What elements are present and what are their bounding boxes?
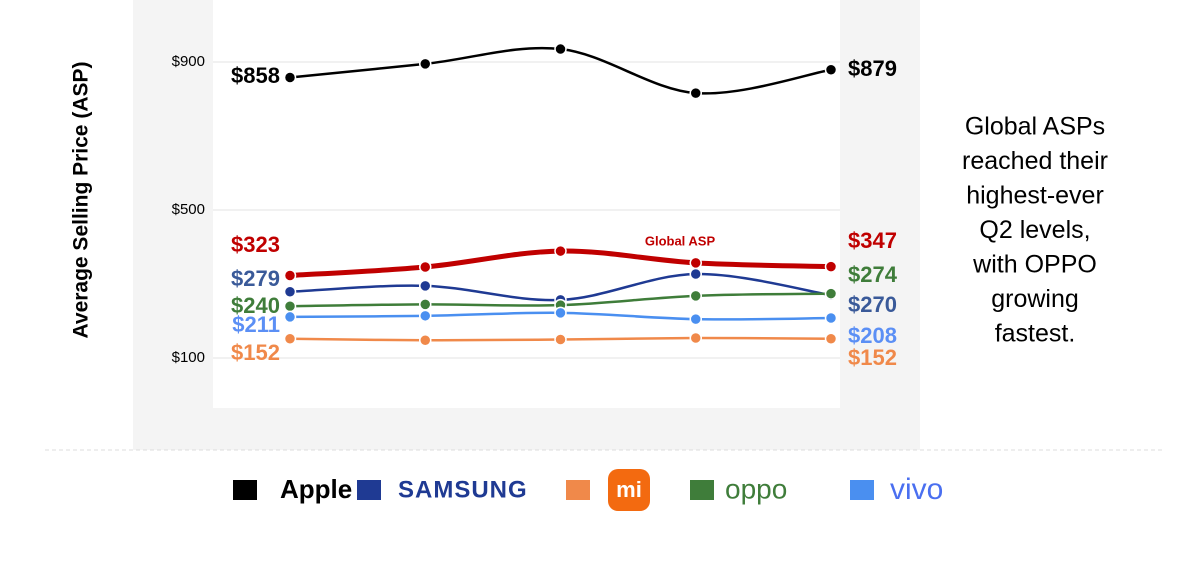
data-point	[419, 333, 432, 347]
y-tick-label: $100	[172, 349, 205, 366]
annotation: Global ASPs	[965, 113, 1105, 141]
data-label: $274	[848, 262, 898, 287]
series-label: Global ASP	[645, 233, 716, 248]
data-point	[283, 310, 297, 324]
data-point	[554, 333, 567, 346]
data-label: $240	[231, 293, 280, 318]
annotation: with OPPO	[972, 251, 1097, 279]
legend-label: Apple	[280, 474, 352, 504]
y-tick-label: $500	[172, 201, 205, 218]
data-point	[419, 260, 432, 274]
annotation: highest-ever	[966, 182, 1104, 210]
legend-swatch	[850, 480, 874, 500]
data-label: $323	[231, 232, 280, 257]
legend-label: SAMSUNG	[398, 476, 528, 503]
plot-area	[213, 0, 840, 408]
data-point	[283, 269, 297, 282]
data-label: $211	[232, 312, 280, 337]
data-point	[283, 285, 297, 299]
legend-swatch	[690, 480, 714, 500]
legend-swatch	[233, 480, 257, 500]
data-label: $152	[848, 345, 897, 370]
data-point	[824, 63, 838, 77]
data-label: $347	[848, 228, 897, 253]
data-point	[689, 331, 702, 345]
data-point	[689, 289, 702, 303]
data-point	[283, 71, 297, 84]
legend-swatch	[566, 480, 590, 500]
data-point	[824, 332, 838, 346]
annotation: growing	[991, 285, 1079, 313]
legend-label: mi	[616, 477, 642, 502]
annotation: fastest.	[995, 320, 1076, 348]
legend-swatch	[357, 480, 381, 500]
data-label: $208	[848, 323, 897, 348]
data-point	[283, 299, 297, 313]
data-label: $152	[231, 340, 280, 365]
annotation: reached their	[962, 147, 1108, 175]
data-label: $270	[848, 292, 897, 317]
data-point	[554, 306, 567, 320]
data-point	[689, 312, 702, 326]
annotation: Q2 levels,	[979, 216, 1090, 244]
legend-logo	[608, 469, 650, 511]
data-point	[689, 86, 702, 100]
data-point	[689, 267, 702, 281]
data-point	[689, 256, 702, 270]
data-point	[554, 244, 567, 258]
data-label: $858	[231, 63, 280, 88]
data-label: $879	[848, 56, 897, 81]
data-label: $279	[231, 266, 280, 291]
y-tick-label: $900	[172, 53, 205, 70]
data-point	[824, 311, 838, 325]
data-point	[554, 42, 567, 56]
data-point	[419, 279, 432, 293]
data-point	[283, 332, 297, 346]
data-point	[824, 287, 838, 300]
legend-label: vivo	[890, 473, 943, 506]
data-point	[824, 260, 838, 273]
y-axis-label: Average Selling Price (ASP)	[70, 62, 93, 339]
data-point	[419, 309, 432, 323]
legend-label: oppo	[725, 473, 787, 504]
data-point	[419, 298, 432, 311]
data-point	[419, 57, 432, 71]
